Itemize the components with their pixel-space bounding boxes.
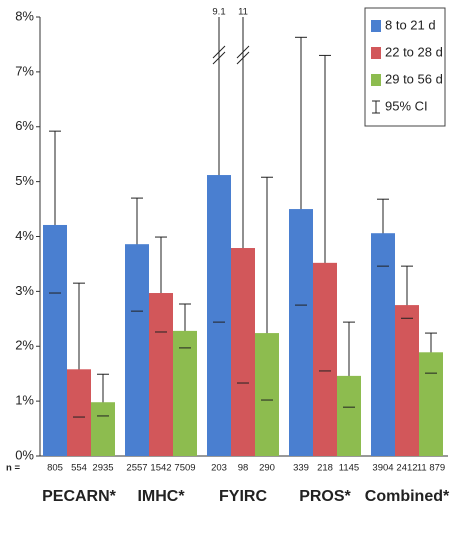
y-tick-label: 1% <box>15 393 34 408</box>
bar <box>149 293 173 456</box>
n-label: 805 <box>47 463 63 474</box>
legend-swatch <box>371 74 381 86</box>
y-tick-label: 8% <box>15 8 34 23</box>
n-label: 203 <box>211 463 227 474</box>
bar <box>125 244 149 456</box>
n-label: 2557 <box>126 463 147 474</box>
x-tick-label: PROS* <box>299 488 351 505</box>
n-label: 218 <box>317 463 333 474</box>
n-label: 290 <box>259 463 275 474</box>
legend-label: 8 to 21 d <box>385 17 436 32</box>
n-label: 1145 <box>339 463 359 474</box>
y-tick-label: 7% <box>15 63 34 78</box>
n-label: 554 <box>71 463 87 474</box>
axis-break <box>236 45 250 59</box>
axis-break <box>212 51 226 65</box>
legend-label: 22 to 28 d <box>385 44 443 59</box>
ci-high-label: 9.1 <box>212 7 225 18</box>
bar <box>173 330 197 456</box>
ci-high-label: 11 <box>238 7 248 18</box>
bar <box>67 369 91 456</box>
axis-break <box>236 51 250 65</box>
bar <box>91 402 115 456</box>
bar <box>289 209 313 456</box>
x-tick-label: PECARN* <box>42 488 117 505</box>
bar <box>313 262 337 456</box>
bar <box>371 233 395 456</box>
n-label: 7509 <box>174 463 195 474</box>
y-tick-label: 2% <box>15 338 34 353</box>
n-label: 2412 <box>396 463 417 474</box>
x-tick-label: IMHC* <box>137 488 185 505</box>
bar <box>337 375 361 456</box>
bar <box>395 305 419 456</box>
axis-break <box>212 45 226 59</box>
n-label: 2935 <box>92 463 113 474</box>
bar <box>255 333 279 456</box>
x-tick-label: FYIRC <box>219 488 267 505</box>
y-tick-label: 5% <box>15 173 34 188</box>
y-tick-label: 4% <box>15 228 34 243</box>
legend-label: 95% CI <box>385 98 428 113</box>
n-prefix: n = <box>6 463 20 474</box>
legend-label: 29 to 56 d <box>385 71 443 86</box>
bar <box>231 248 255 456</box>
bar <box>43 224 67 456</box>
n-label: 98 <box>238 463 249 474</box>
legend-swatch <box>371 47 381 59</box>
n-label: 339 <box>293 463 309 474</box>
y-tick-label: 0% <box>15 447 34 462</box>
bar <box>207 175 231 457</box>
n-label: 1542 <box>150 463 171 474</box>
y-tick-label: 6% <box>15 118 34 133</box>
bar <box>419 352 443 456</box>
y-tick-label: 3% <box>15 283 34 298</box>
legend-swatch <box>371 20 381 32</box>
x-tick-label: Combined* <box>365 488 450 505</box>
n-label: 3904 <box>372 463 393 474</box>
n-label: 11 879 <box>417 463 445 474</box>
